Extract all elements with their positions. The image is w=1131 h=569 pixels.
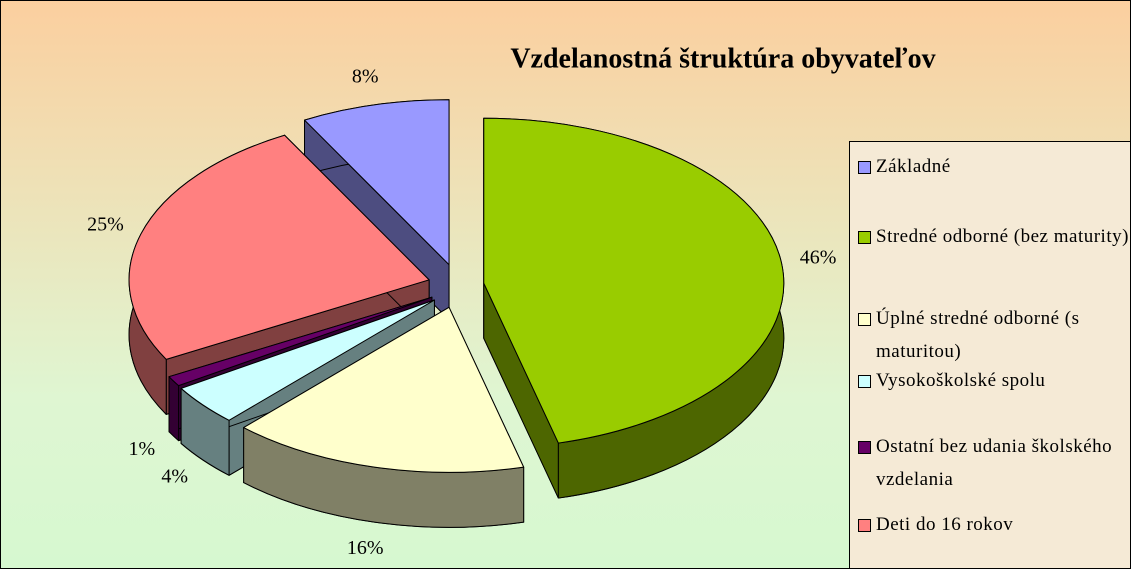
data-label: 46% [800,247,837,269]
legend-swatch [858,519,871,532]
legend-swatch [858,161,871,174]
legend-item: Úplné stredné odborné (s maturitou) [856,302,1130,368]
slice [243,306,525,473]
legend-label: Ostatní bez udania školského vzdelania [876,436,1113,490]
legend-label: Stredné odborné (bez maturity) [876,226,1129,247]
legend-item: Stredné odborné (bez maturity) [856,220,1130,253]
slice [483,117,785,444]
legend-label: Úplné stredné odborné (s maturitou) [876,308,1080,362]
data-label: 25% [87,214,124,236]
slice [304,99,450,266]
legend-swatch [858,441,871,454]
legend-swatch [858,375,871,388]
legend-item: Ostatní bez udania školského vzdelania [856,430,1130,496]
slice [128,134,430,360]
slice [168,296,433,387]
slice [180,299,435,421]
legend: Základné Stredné odborné (bez maturity) Úp… [849,141,1130,568]
legend-swatch [858,313,871,326]
legend-label: Deti do 16 rokov [876,514,1014,535]
chart-title: Vzdelanostná štruktúra obyvateľov [510,43,935,74]
legend-item: Deti do 16 rokov [856,508,1130,541]
data-label: 8% [352,65,379,87]
legend-label: Základné [876,156,951,177]
legend-item: Základné [856,150,1130,183]
legend-swatch [858,231,871,244]
data-label: 1% [128,438,155,460]
data-label: 4% [161,466,188,488]
legend-item: Vysokoškolské spolu [856,364,1130,397]
legend-label: Vysokoškolské spolu [876,370,1046,391]
slice-side [168,376,180,442]
data-label: 16% [347,537,384,559]
